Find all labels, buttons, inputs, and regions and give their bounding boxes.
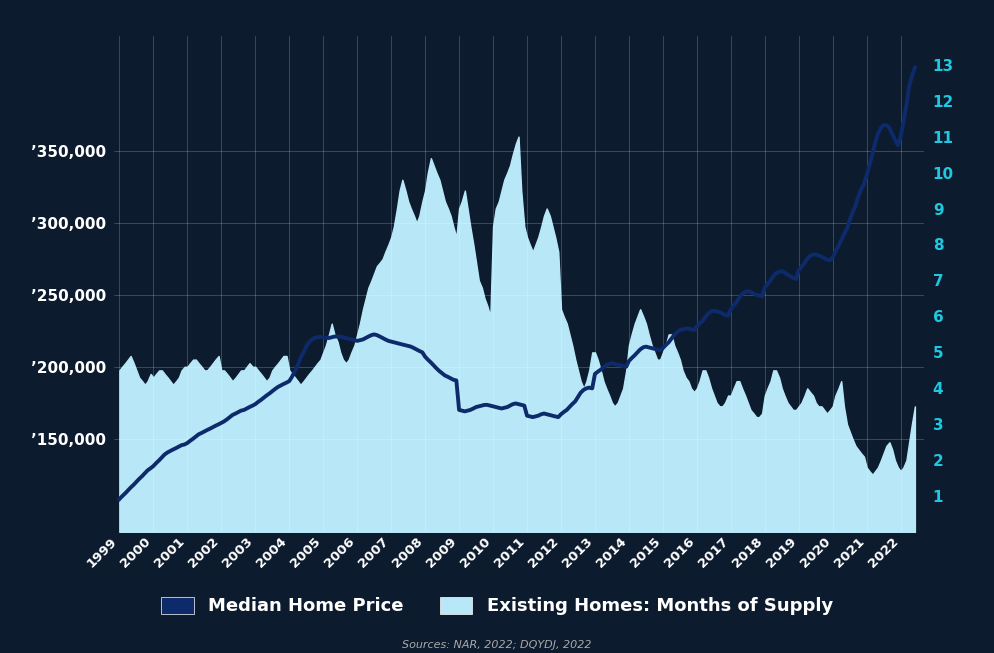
Text: Sources: NAR, 2022; DQYDJ, 2022: Sources: NAR, 2022; DQYDJ, 2022: [403, 640, 591, 650]
Legend: Median Home Price, Existing Homes: Months of Supply: Median Home Price, Existing Homes: Month…: [152, 588, 842, 624]
